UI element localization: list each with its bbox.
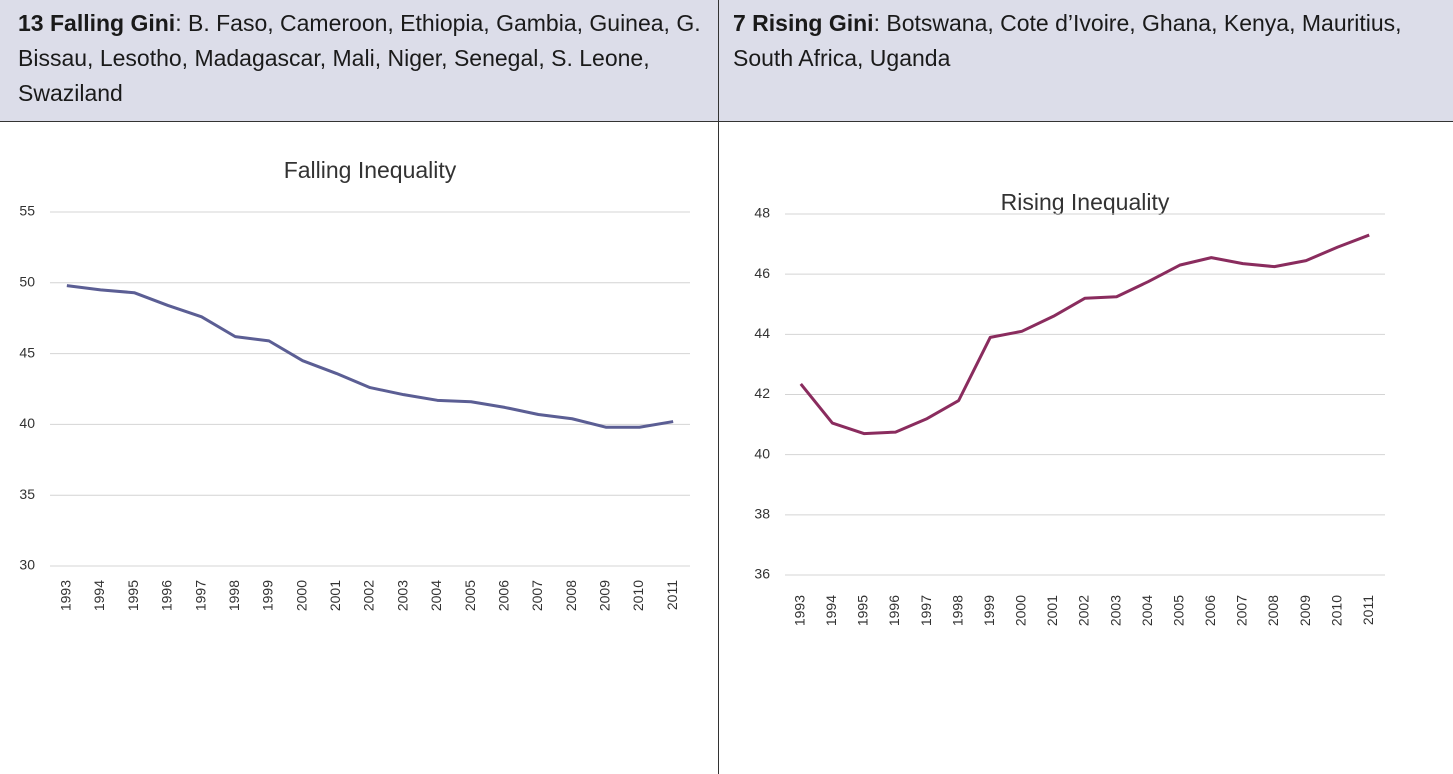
x-tick-label: 2000: [293, 580, 309, 611]
x-tick-label: 2001: [327, 580, 343, 611]
x-tick-label: 1996: [886, 595, 902, 626]
x-tick-label: 2000: [1013, 595, 1029, 626]
x-tick-label: 2005: [1170, 595, 1186, 626]
header-bold: 13 Falling Gini: [18, 10, 176, 36]
x-tick-label: 2011: [664, 580, 680, 610]
divider: [718, 0, 719, 774]
y-tick-label: 45: [19, 344, 35, 360]
y-tick-label: 35: [19, 486, 35, 502]
y-tick-label: 38: [754, 506, 770, 522]
x-tick-label: 2004: [428, 580, 444, 611]
y-tick-label: 44: [754, 325, 770, 341]
y-tick-label: 48: [754, 205, 770, 221]
x-tick-label: 2010: [1328, 595, 1344, 626]
header-text: : B. Faso, Cameroon, Ethiopia, Gambia, G…: [18, 10, 701, 106]
chart-title: Rising Inequality: [1001, 189, 1170, 215]
series-line: [66, 284, 674, 429]
y-tick-label: 50: [19, 274, 35, 290]
x-tick-label: 2008: [563, 580, 579, 611]
x-tick-label: 2009: [1297, 595, 1313, 626]
x-tick-label: 1993: [791, 595, 807, 626]
series-line: [799, 233, 1370, 436]
x-tick-label: 2011: [1360, 595, 1376, 625]
x-tick-label: 1997: [192, 580, 208, 611]
x-tick-label: 2003: [394, 580, 410, 611]
x-tick-label: 2001: [1044, 595, 1060, 626]
x-tick-label: 1995: [125, 580, 141, 611]
chart-title: Falling Inequality: [284, 157, 457, 183]
x-tick-label: 2004: [1139, 595, 1155, 626]
x-tick-label: 1999: [260, 580, 276, 611]
header-text: : Botswana, Cote d’Ivoire, Ghana, Kenya,…: [733, 10, 1402, 71]
header-bold: 7 Rising Gini: [733, 10, 874, 36]
x-tick-label: 1993: [58, 580, 74, 611]
header-cell: 7 Rising Gini: Botswana, Cote d’Ivoire, …: [719, 0, 1453, 121]
x-tick-label: 1994: [91, 580, 107, 611]
y-tick-label: 55: [19, 203, 35, 219]
x-tick-label: 2003: [1107, 595, 1123, 626]
x-tick-label: 2005: [462, 580, 478, 611]
x-tick-label: 1995: [855, 595, 871, 626]
divider: [0, 121, 1453, 122]
y-tick-label: 40: [19, 415, 35, 431]
x-tick-label: 1999: [981, 595, 997, 626]
x-tick-label: 2006: [1202, 595, 1218, 626]
x-tick-label: 2002: [1076, 595, 1092, 626]
x-tick-label: 1996: [159, 580, 175, 611]
x-tick-label: 1997: [918, 595, 934, 626]
y-tick-label: 30: [19, 557, 35, 573]
header-cell: 13 Falling Gini: B. Faso, Cameroon, Ethi…: [0, 0, 718, 121]
y-tick-label: 36: [754, 566, 770, 582]
y-tick-label: 40: [754, 445, 770, 461]
x-tick-label: 1998: [226, 580, 242, 611]
y-tick-label: 46: [754, 265, 770, 281]
x-tick-label: 2008: [1265, 595, 1281, 626]
y-tick-label: 42: [754, 385, 770, 401]
x-tick-label: 1994: [823, 595, 839, 626]
x-tick-label: 2007: [529, 580, 545, 611]
x-tick-label: 1998: [949, 595, 965, 626]
x-tick-label: 2006: [495, 580, 511, 611]
x-tick-label: 2009: [596, 580, 612, 611]
x-tick-label: 2002: [361, 580, 377, 611]
x-tick-label: 2007: [1234, 595, 1250, 626]
x-tick-label: 2010: [630, 580, 646, 611]
